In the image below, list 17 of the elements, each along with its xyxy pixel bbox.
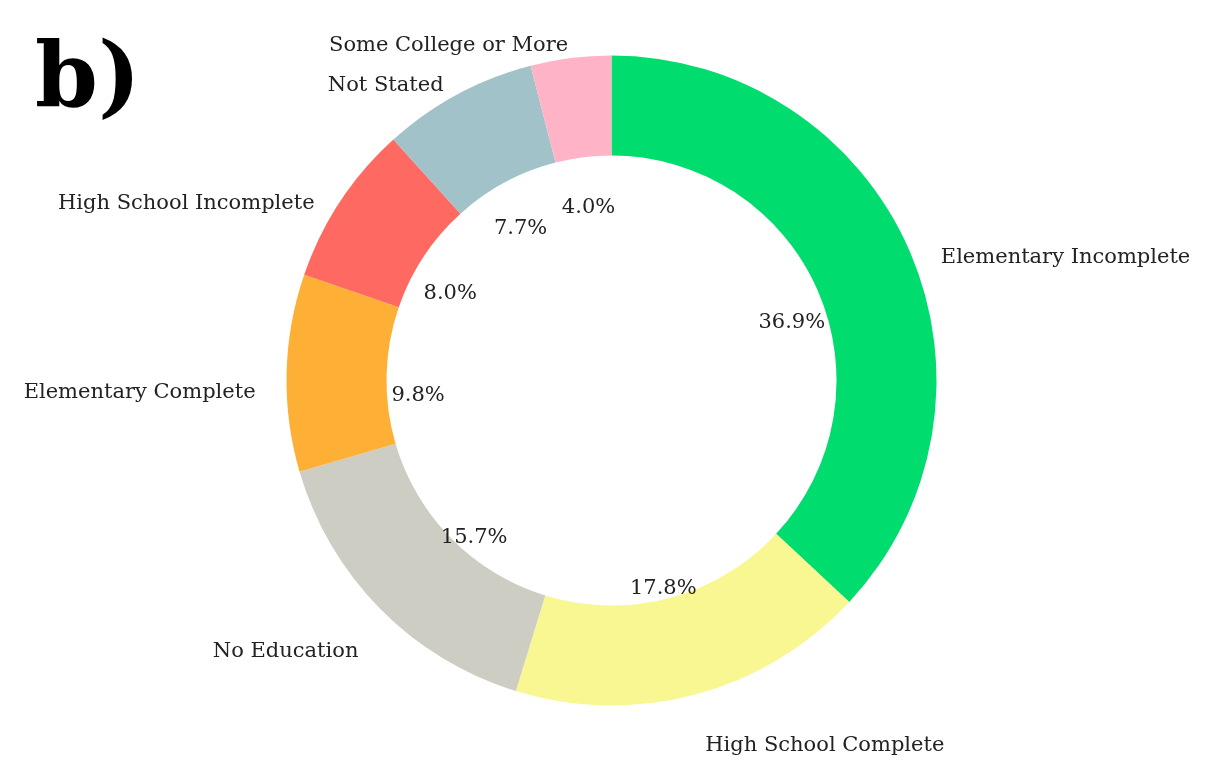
slice-label: Not Stated bbox=[327, 72, 444, 97]
chart-title: b) bbox=[35, 21, 141, 127]
data-label: 7.7% bbox=[493, 215, 548, 240]
data-label: 17.8% bbox=[629, 575, 697, 600]
data-label: 15.7% bbox=[440, 523, 508, 548]
data-label: 8.0% bbox=[423, 279, 477, 304]
data-label: 4.0% bbox=[561, 193, 616, 218]
slice-label: High School Complete bbox=[705, 732, 945, 757]
slice-label: Elementary Complete bbox=[23, 378, 256, 403]
data-label: 36.9% bbox=[758, 309, 826, 334]
slice-label: No Education bbox=[212, 638, 359, 662]
slice-label: High School Incomplete bbox=[58, 190, 315, 215]
data-label: 9.8% bbox=[391, 382, 445, 407]
slice-label: Some College or More bbox=[329, 32, 569, 57]
donut-slice bbox=[515, 533, 850, 706]
slice-label: Elementary Incomplete bbox=[940, 244, 1191, 269]
donut-slice bbox=[530, 55, 612, 163]
